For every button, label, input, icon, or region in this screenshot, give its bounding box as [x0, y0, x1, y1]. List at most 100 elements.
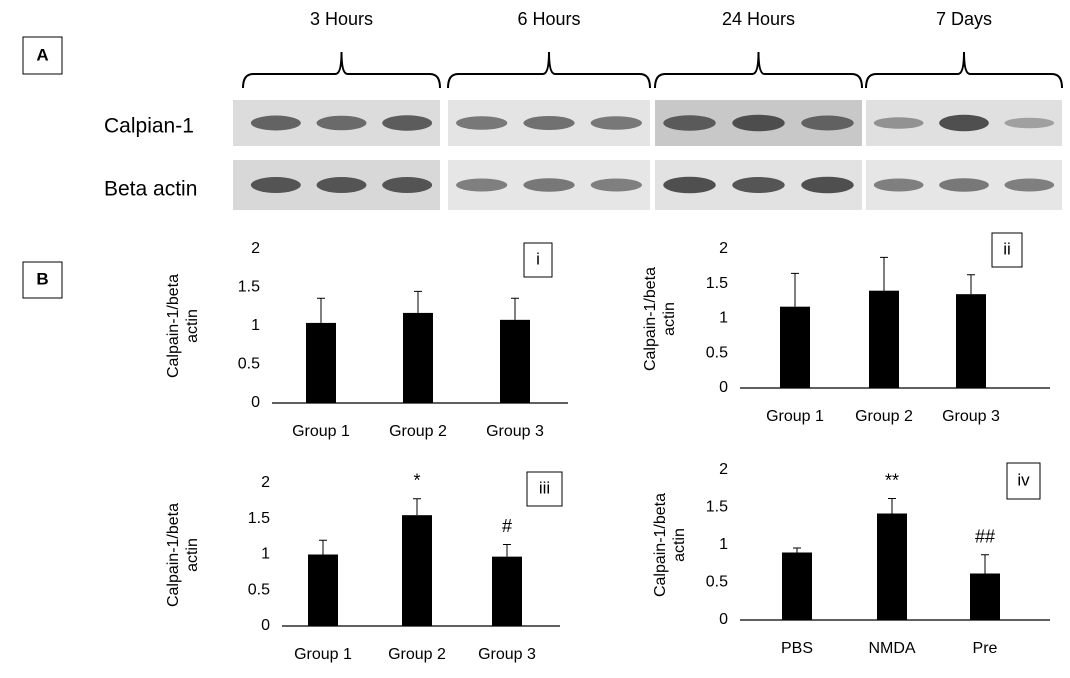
y-tick-label: 1 — [261, 546, 270, 563]
bar — [500, 319, 530, 403]
blot-band — [801, 176, 854, 194]
brace — [242, 51, 441, 89]
y-tick-label: 1 — [251, 317, 260, 334]
bar — [970, 573, 1000, 620]
error-bar — [503, 543, 511, 557]
panel-label: B — [36, 269, 48, 288]
blot-band — [939, 114, 989, 132]
blot-band — [316, 115, 367, 131]
y-tick-label: 0 — [251, 394, 260, 411]
bar — [492, 556, 522, 626]
error-bar — [317, 297, 325, 323]
panel-label: iii — [539, 478, 550, 497]
blot-band — [732, 177, 785, 193]
error-bar — [414, 290, 422, 313]
y-axis-label: Calpain-1/beta actin — [652, 492, 688, 598]
significance-marker: # — [502, 516, 512, 536]
bar — [403, 312, 433, 403]
brace — [447, 51, 651, 89]
brace — [654, 51, 863, 89]
time-label: 7 Days — [936, 9, 992, 29]
x-tick-label: Group 3 — [478, 646, 536, 663]
y-tick-label: 0 — [719, 379, 728, 396]
panel-box — [22, 36, 63, 75]
panel-label: i — [536, 249, 540, 268]
significance-marker: ** — [885, 470, 899, 490]
significance-marker: ## — [975, 527, 995, 547]
blot-band — [250, 115, 301, 131]
blot-band — [939, 178, 989, 192]
panel-label: A — [36, 45, 48, 64]
bar — [877, 513, 907, 620]
error-bar — [888, 498, 896, 514]
blot-band — [873, 178, 924, 192]
x-tick-label: Group 2 — [389, 423, 447, 440]
panel-box — [991, 232, 1023, 268]
blot-band — [523, 116, 575, 130]
y-tick-label: 2 — [261, 474, 270, 491]
x-tick-label: Group 1 — [766, 408, 824, 425]
error-bar — [967, 274, 975, 295]
x-tick-label: Group 1 — [294, 646, 352, 663]
significance-marker: * — [413, 470, 420, 490]
bar — [956, 294, 986, 388]
panel-box — [526, 471, 563, 507]
x-tick-label: PBS — [781, 640, 813, 657]
blot-band — [663, 115, 716, 131]
y-tick-label: 1.5 — [248, 510, 270, 527]
x-tick-label: NMDA — [868, 640, 915, 657]
blot-band — [523, 178, 575, 192]
panel-label: ii — [1003, 239, 1011, 258]
y-tick-label: 0.5 — [248, 581, 270, 598]
blot-band — [732, 114, 785, 132]
panel-box — [523, 242, 553, 278]
bar — [869, 290, 899, 388]
y-tick-label: 0.5 — [706, 574, 728, 591]
y-tick-label: 1.5 — [706, 499, 728, 516]
error-bar — [880, 256, 888, 291]
blot-band — [456, 116, 508, 130]
blot-band — [382, 177, 433, 193]
bar — [780, 306, 810, 388]
time-label: 24 Hours — [722, 9, 795, 29]
error-bar — [981, 554, 989, 574]
panel-label: iv — [1017, 470, 1030, 489]
y-tick-label: 2 — [251, 240, 260, 257]
x-tick-label: Group 2 — [855, 408, 913, 425]
bar — [306, 322, 336, 403]
blot-band — [590, 116, 642, 130]
blot-band — [1004, 178, 1055, 192]
error-bar — [413, 498, 421, 516]
blot-band — [316, 177, 367, 193]
blot-band — [663, 176, 716, 194]
bar — [782, 552, 812, 620]
x-tick-label: Group 3 — [942, 408, 1000, 425]
blot-band — [873, 117, 924, 129]
panel-box — [22, 261, 63, 299]
y-tick-label: 0 — [261, 617, 270, 634]
bar — [308, 554, 338, 626]
x-tick-label: Group 2 — [388, 646, 446, 663]
y-tick-label: 1.5 — [238, 279, 260, 296]
error-bar — [791, 272, 799, 307]
blot-band — [801, 115, 854, 131]
y-axis-label: Calpain-1/beta actin — [165, 273, 201, 379]
blot-band — [456, 178, 508, 192]
x-tick-label: Group 1 — [292, 423, 350, 440]
time-label: 6 Hours — [517, 9, 580, 29]
y-axis-label: Calpain-1/beta actin — [642, 266, 678, 371]
y-tick-label: 1.5 — [706, 275, 728, 292]
y-tick-label: 0.5 — [706, 344, 728, 361]
blot-row-label: Calpian-1 — [104, 115, 194, 138]
time-label: 3 Hours — [310, 9, 373, 29]
y-tick-label: 1 — [719, 310, 728, 327]
x-tick-label: Group 3 — [486, 423, 544, 440]
blot-band — [590, 178, 642, 192]
blot-band — [1004, 117, 1055, 129]
error-bar — [319, 539, 327, 555]
error-bar — [511, 297, 519, 320]
error-bar — [793, 547, 801, 553]
y-tick-label: 0 — [719, 611, 728, 628]
